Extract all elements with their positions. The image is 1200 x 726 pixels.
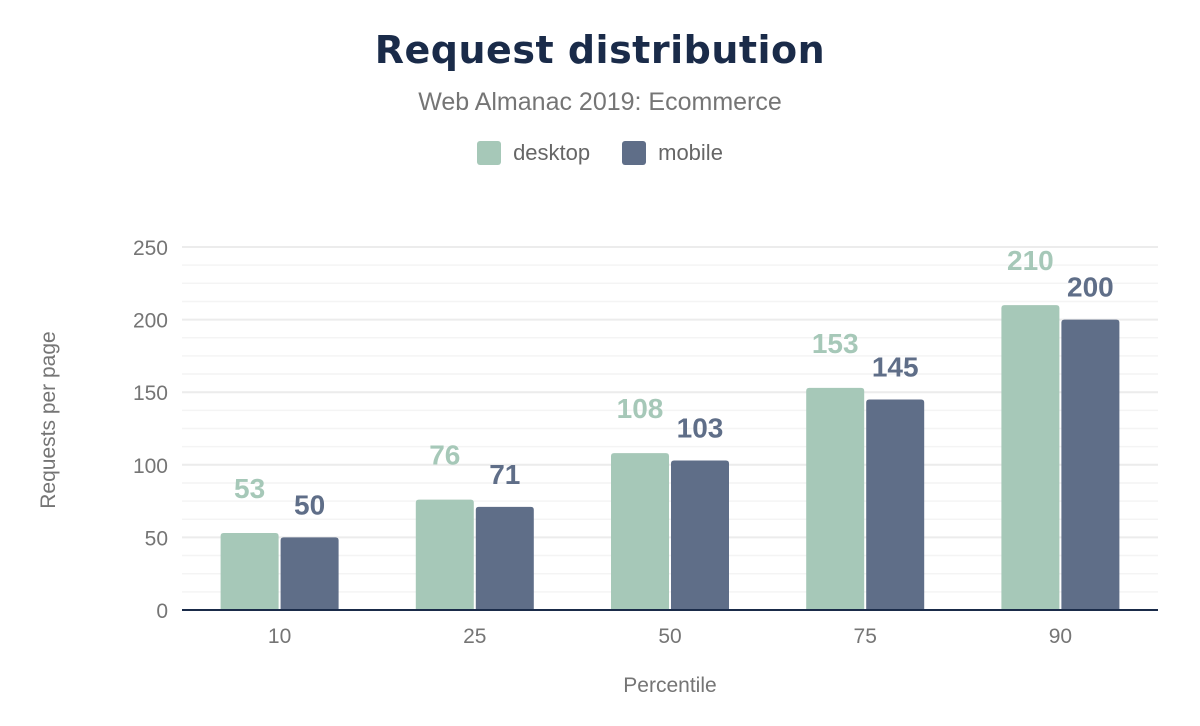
x-tick-label: 25 <box>463 625 486 648</box>
bar-mobile <box>866 399 925 610</box>
legend-item-desktop[interactable]: desktop <box>477 140 590 166</box>
bar-mobile <box>1061 319 1120 610</box>
legend-swatch-mobile <box>622 141 647 165</box>
data-label-mobile: 103 <box>677 412 724 443</box>
legend-swatch-desktop <box>477 141 502 165</box>
y-tick-label: 0 <box>156 600 168 623</box>
data-label-desktop: 210 <box>1007 245 1054 276</box>
y-tick-label: 50 <box>145 527 168 550</box>
data-label-mobile: 50 <box>294 489 325 520</box>
data-label-desktop: 153 <box>812 328 859 359</box>
x-tick-label: 10 <box>268 625 291 648</box>
chart-title: Request distribution <box>374 28 826 72</box>
data-label-desktop: 76 <box>429 440 460 471</box>
bar-desktop <box>611 453 669 610</box>
y-axis-title: Requests per page <box>37 331 60 508</box>
bar-mobile <box>475 506 534 610</box>
legend: desktop mobile <box>0 140 1200 166</box>
legend-label-desktop: desktop <box>513 140 591 165</box>
bar-mobile <box>280 537 339 610</box>
bar-mobile <box>671 460 729 610</box>
data-label-mobile: 71 <box>489 459 520 490</box>
data-label-desktop: 53 <box>234 473 265 504</box>
chart-subtitle: Web Almanac 2019: Ecommerce <box>418 88 782 116</box>
x-axis-title: Percentile <box>623 674 716 697</box>
y-tick-label: 250 <box>133 237 168 260</box>
y-tick-label: 150 <box>133 382 168 405</box>
data-label-mobile: 145 <box>872 351 919 382</box>
y-tick-label: 100 <box>133 455 168 478</box>
bar-desktop <box>806 387 865 610</box>
y-tick-label: 200 <box>133 310 168 333</box>
x-tick-label: 50 <box>658 625 681 648</box>
legend-item-mobile[interactable]: mobile <box>622 140 723 166</box>
bar-desktop <box>415 499 474 610</box>
legend-label-mobile: mobile <box>658 140 723 165</box>
bar-desktop <box>1001 305 1060 610</box>
bar-desktop <box>220 533 279 610</box>
x-tick-label: 90 <box>1049 625 1072 648</box>
data-label-mobile: 200 <box>1067 272 1114 303</box>
data-label-desktop: 108 <box>617 393 664 424</box>
x-tick-label: 75 <box>854 625 877 648</box>
